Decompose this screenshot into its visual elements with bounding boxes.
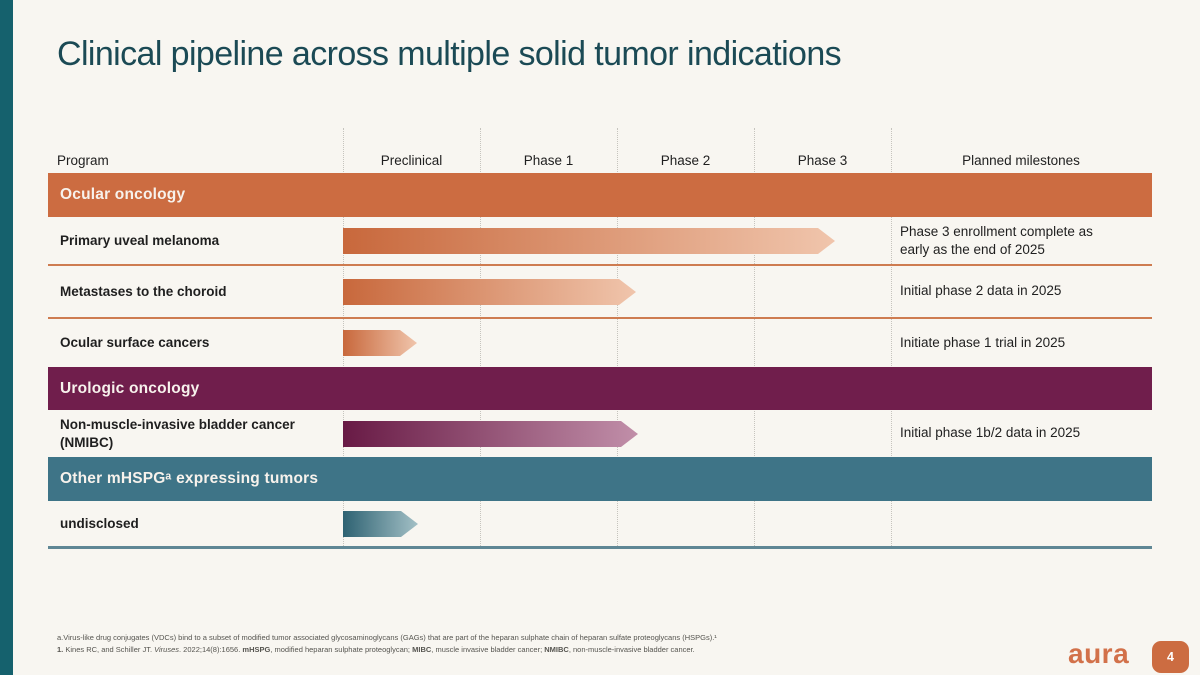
progress-arrow [343, 279, 636, 305]
footnote-line-1: a.Virus-like drug conjugates (VDCs) bind… [57, 633, 717, 642]
milestone-text: Initial phase 1b/2 data in 2025 [900, 425, 1081, 441]
program-name: Metastases to the choroid [60, 283, 227, 299]
column-header-preclinical: Preclinical [380, 153, 443, 168]
program-name: Ocular surface cancers [60, 335, 210, 351]
column-header-phase1: Phase 1 [523, 153, 574, 168]
progress-arrow [343, 228, 835, 254]
pipeline-row-metastases-choroid: Metastases to the choroid Initial phase … [0, 266, 1200, 317]
program-name: Primary uveal melanoma [60, 233, 220, 249]
gridline-phase1-start [480, 128, 481, 546]
column-header-phase2: Phase 2 [660, 153, 711, 168]
pipeline-row-undisclosed: undisclosed [0, 501, 1200, 546]
gridline-phase3-start [754, 128, 755, 546]
section-band-urologic-oncology: Urologic oncology [48, 367, 1152, 410]
pipeline-row-ocular-surface-cancers: Ocular surface cancers Initiate phase 1 … [0, 319, 1200, 367]
slide-title: Clinical pipeline across multiple solid … [57, 35, 842, 73]
program-name: Non-muscle-invasive bladder cancer (NMIB… [60, 416, 295, 450]
page-number-badge: 4 [1152, 641, 1189, 673]
left-accent-bar [0, 0, 13, 675]
milestone-text: Phase 3 enrollment complete as early as … [900, 223, 1093, 257]
row-separator [48, 317, 1152, 319]
table-bottom-rule [48, 546, 1152, 549]
column-header-milestones: Planned milestones [962, 153, 1080, 168]
progress-arrow [343, 511, 418, 537]
footnotes: a.Virus-like drug conjugates (VDCs) bind… [57, 632, 857, 657]
pipeline-row-nmibc: Non-muscle-invasive bladder cancer (NMIB… [0, 410, 1200, 457]
program-name: undisclosed [60, 515, 139, 531]
footnote-line-2: 1. Kines RC, and Schiller JT. Viruses. 2… [57, 645, 695, 655]
section-band-ocular-oncology: Ocular oncology [48, 173, 1152, 217]
pipeline-row-primary-uveal-melanoma: Primary uveal melanoma Phase 3 enrollmen… [0, 217, 1200, 265]
gridline-phase2-start [617, 128, 618, 546]
row-separator [48, 264, 1152, 266]
progress-arrow [343, 421, 638, 447]
milestone-text: Initiate phase 1 trial in 2025 [900, 334, 1066, 350]
column-header-phase3: Phase 3 [797, 153, 848, 168]
progress-arrow [343, 330, 417, 356]
section-band-other-mhspg-tumors: Other mHSPGᵃ expressing tumors [48, 457, 1152, 501]
gridline-milestones-start [891, 128, 892, 546]
milestone-text: Initial phase 2 data in 2025 [900, 283, 1062, 299]
column-header-program: Program [57, 153, 109, 168]
milestone-text [900, 501, 1122, 546]
aura-logo: aura [1068, 638, 1130, 669]
